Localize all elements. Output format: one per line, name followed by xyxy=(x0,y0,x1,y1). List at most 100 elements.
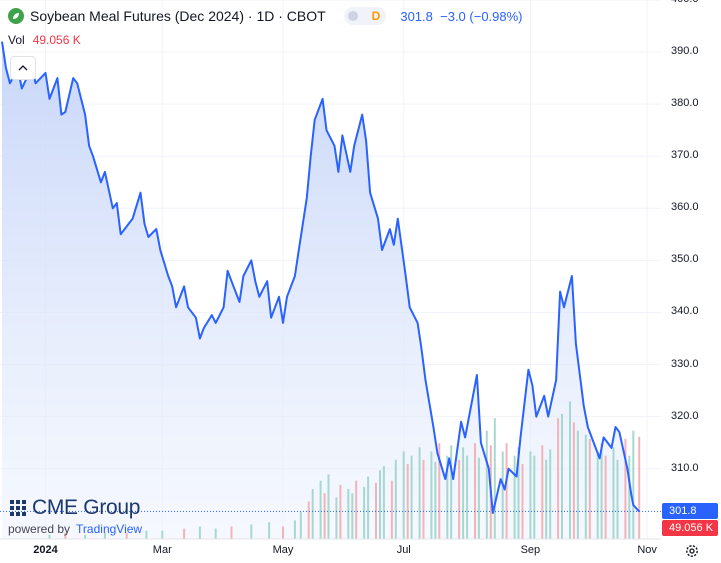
volume-bar xyxy=(161,530,164,539)
volume-bar xyxy=(418,447,421,539)
time-tick-label: May xyxy=(272,544,294,556)
volume-bar xyxy=(477,457,480,540)
time-tick-label: Nov xyxy=(637,544,657,556)
volume-bar xyxy=(576,430,579,539)
volume-bar xyxy=(410,455,413,539)
price-line-layer xyxy=(0,41,661,514)
volume-bar xyxy=(462,447,465,539)
volume-bar xyxy=(604,455,607,539)
price-area-fill xyxy=(2,41,640,539)
time-tick-label: Sep xyxy=(520,544,541,556)
volume-bar xyxy=(375,482,377,540)
volume-bar xyxy=(335,497,338,539)
price-tick-label: 380.0 xyxy=(671,97,699,110)
volume-bar xyxy=(513,455,516,539)
branding[interactable]: CME Group powered by TradingView xyxy=(8,496,142,536)
volume-bar xyxy=(517,447,520,539)
volume-bar xyxy=(557,418,560,539)
volume-bar xyxy=(379,470,381,540)
volume-bar xyxy=(612,447,615,539)
gear-icon[interactable] xyxy=(684,543,700,559)
volume-tag: 49.056 K xyxy=(662,520,718,537)
volume-bar xyxy=(323,493,326,539)
volume-bar xyxy=(584,434,587,539)
soybean-leaf-icon xyxy=(8,8,24,24)
volume-bar xyxy=(588,439,591,539)
chart-header: Soybean Meal Futures (Dec 2024) · 1D · C… xyxy=(8,5,523,27)
volume-bar xyxy=(545,459,548,539)
volume-bar xyxy=(572,422,575,539)
volume-bar xyxy=(64,532,67,540)
last-price: 301.8 xyxy=(400,8,433,24)
volume-bar xyxy=(638,436,641,539)
volume-bar xyxy=(363,486,366,539)
volume-bar xyxy=(458,459,461,539)
volume-bar xyxy=(501,451,504,539)
volume-bar xyxy=(632,430,635,539)
volume-bar xyxy=(596,451,599,539)
volume-bar xyxy=(307,501,310,539)
volume-bar xyxy=(382,466,385,539)
company-name: CME Group xyxy=(32,496,141,519)
volume-bar xyxy=(319,480,322,539)
volume-bar xyxy=(198,526,201,539)
volume-bar xyxy=(103,532,106,540)
volume-bar xyxy=(402,451,405,539)
status-dot-icon xyxy=(347,11,358,21)
volume-bar xyxy=(569,401,571,539)
delay-label: D xyxy=(371,9,381,23)
volume-bar xyxy=(533,455,536,539)
chevron-up-icon xyxy=(18,65,28,71)
volume-bar xyxy=(351,493,354,539)
volume-bar xyxy=(347,489,350,539)
price-line xyxy=(1,41,640,514)
platform-name: TradingView xyxy=(76,522,143,536)
volume-bar xyxy=(466,455,469,539)
volume-legend: Vol 49.056 K xyxy=(8,33,81,47)
price-tick-label: 370.0 xyxy=(671,149,699,162)
cme-globe-icon xyxy=(10,500,26,516)
volume-bar xyxy=(541,445,544,540)
price-tick-label: 350.0 xyxy=(671,253,699,266)
price-tick-label: 320.0 xyxy=(671,409,699,422)
volume-value: 49.056 K xyxy=(32,33,81,47)
volume-bar xyxy=(505,443,508,539)
volume-bar xyxy=(493,418,496,539)
volume-bar xyxy=(529,451,532,539)
price-tick-label: 390.0 xyxy=(671,45,699,58)
volume-bar xyxy=(616,459,619,539)
volume-bar xyxy=(327,474,330,539)
volume-bar xyxy=(48,534,51,539)
volume-bar xyxy=(600,443,603,539)
volume-bar xyxy=(250,524,253,539)
time-tick-label: Jul xyxy=(396,544,411,556)
data-delay-badge[interactable]: D xyxy=(343,7,387,25)
price-change: −3.0 (−0.98%) xyxy=(440,8,523,24)
volume-bar xyxy=(268,522,271,539)
volume-bar xyxy=(293,520,296,540)
volume-bar xyxy=(390,480,393,539)
volume-bar xyxy=(474,443,476,539)
volume-bar xyxy=(355,480,358,539)
volume-bar xyxy=(561,414,563,539)
volume-bar xyxy=(450,445,453,540)
volume-bar xyxy=(125,532,128,540)
volume-bar xyxy=(145,530,148,539)
volume-bar xyxy=(628,455,631,539)
price-tick-label: 330.0 xyxy=(671,357,699,370)
price-tick-label: 310.0 xyxy=(671,461,699,474)
header-price: 301.8 −3.0 (−0.98%) xyxy=(400,9,522,24)
volume-bar xyxy=(521,464,524,539)
volume-bar xyxy=(339,484,342,539)
volume-bar xyxy=(367,476,370,539)
collapse-legend-button[interactable] xyxy=(10,56,36,80)
price-tick-label: 340.0 xyxy=(671,305,699,318)
volume-bar xyxy=(183,528,186,539)
volume-bar xyxy=(422,459,425,539)
volume-bar xyxy=(434,461,437,539)
price-area xyxy=(2,41,640,539)
price-tick-label: 360.0 xyxy=(671,201,699,214)
volume-bar xyxy=(214,528,217,539)
volume-bar xyxy=(84,534,87,539)
